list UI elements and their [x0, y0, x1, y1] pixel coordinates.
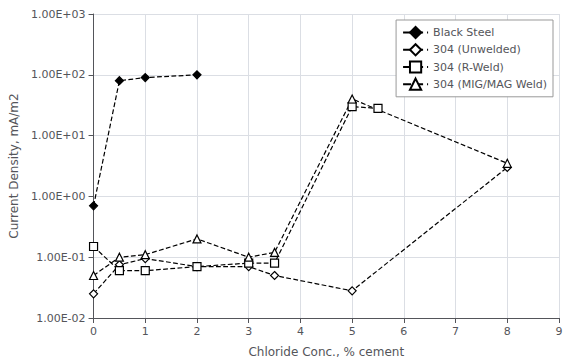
svg-text:1.00E-01: 1.00E-01	[36, 251, 85, 264]
svg-text:Black Steel: Black Steel	[433, 26, 494, 39]
svg-text:3: 3	[245, 325, 252, 338]
svg-text:5: 5	[349, 325, 356, 338]
svg-text:Current Density, mA/m2: Current Density, mA/m2	[7, 93, 21, 238]
svg-text:1.00E+03: 1.00E+03	[31, 8, 86, 21]
svg-text:1.00E+00: 1.00E+00	[31, 190, 86, 203]
svg-text:0: 0	[90, 325, 97, 338]
svg-text:1.00E+02: 1.00E+02	[31, 68, 86, 81]
svg-text:1.00E+01: 1.00E+01	[31, 129, 86, 142]
svg-text:9: 9	[556, 325, 563, 338]
svg-text:2: 2	[193, 325, 200, 338]
svg-text:304 (MIG/MAG Weld): 304 (MIG/MAG Weld)	[433, 78, 547, 91]
svg-text:304 (Unwelded): 304 (Unwelded)	[433, 43, 521, 56]
svg-text:8: 8	[504, 325, 511, 338]
svg-text:Chloride Conc., % cement: Chloride Conc., % cement	[248, 345, 404, 359]
svg-text:7: 7	[452, 325, 459, 338]
svg-text:304 (R-Weld): 304 (R-Weld)	[433, 61, 504, 74]
svg-text:1.00E-02: 1.00E-02	[36, 312, 85, 325]
svg-text:6: 6	[400, 325, 407, 338]
svg-text:1: 1	[142, 325, 149, 338]
svg-text:4: 4	[297, 325, 304, 338]
